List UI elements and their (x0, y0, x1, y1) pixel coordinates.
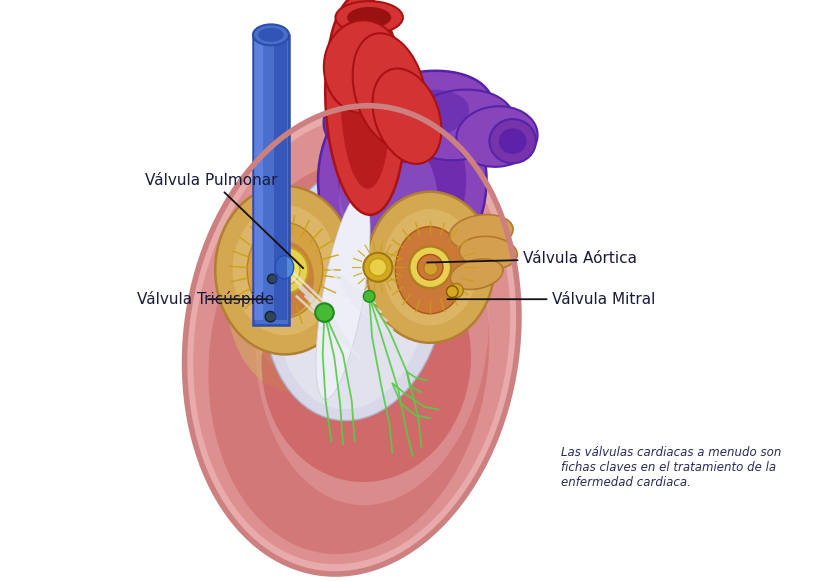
Ellipse shape (344, 71, 493, 162)
Ellipse shape (339, 100, 466, 260)
Ellipse shape (339, 132, 438, 266)
Ellipse shape (395, 227, 465, 314)
Ellipse shape (258, 28, 283, 42)
Ellipse shape (262, 238, 471, 482)
Ellipse shape (489, 119, 536, 163)
Ellipse shape (232, 205, 337, 335)
Ellipse shape (340, 20, 390, 189)
Ellipse shape (255, 157, 489, 505)
Circle shape (364, 253, 392, 282)
Ellipse shape (499, 128, 527, 154)
Ellipse shape (253, 24, 289, 45)
Circle shape (315, 303, 334, 322)
Ellipse shape (263, 166, 446, 421)
Ellipse shape (366, 192, 494, 343)
Circle shape (370, 259, 386, 276)
Bar (254, 41, 263, 320)
Circle shape (270, 255, 300, 285)
Ellipse shape (193, 116, 510, 564)
Circle shape (364, 290, 375, 302)
Ellipse shape (459, 236, 517, 269)
Ellipse shape (325, 177, 442, 381)
Circle shape (262, 247, 308, 293)
Ellipse shape (353, 33, 426, 147)
Ellipse shape (256, 241, 314, 317)
Circle shape (417, 254, 443, 280)
Ellipse shape (230, 245, 293, 313)
Ellipse shape (244, 209, 349, 372)
Ellipse shape (208, 160, 489, 554)
Ellipse shape (247, 223, 323, 318)
Ellipse shape (227, 189, 366, 392)
Ellipse shape (316, 193, 370, 399)
Ellipse shape (276, 184, 428, 409)
Ellipse shape (215, 186, 354, 354)
Text: Válvula Pulmonar: Válvula Pulmonar (145, 173, 303, 268)
Ellipse shape (373, 69, 441, 164)
Ellipse shape (368, 89, 469, 143)
Text: Válvula Mitral: Válvula Mitral (447, 292, 655, 307)
Ellipse shape (275, 256, 293, 279)
Ellipse shape (456, 106, 538, 167)
Ellipse shape (335, 1, 403, 34)
Ellipse shape (240, 283, 312, 339)
Circle shape (410, 246, 451, 288)
Ellipse shape (185, 106, 519, 574)
Circle shape (450, 284, 463, 297)
Ellipse shape (318, 78, 487, 282)
Ellipse shape (383, 209, 478, 325)
Ellipse shape (324, 77, 426, 155)
Ellipse shape (231, 222, 287, 278)
Ellipse shape (451, 259, 503, 289)
Circle shape (424, 261, 438, 275)
Ellipse shape (325, 0, 405, 215)
Text: Válvula Aórtica: Válvula Aórtica (427, 251, 637, 266)
Bar (253, 35, 289, 325)
Bar (274, 41, 287, 320)
Ellipse shape (405, 89, 514, 160)
Text: Válvula Tricúspide: Válvula Tricúspide (137, 291, 274, 307)
Text: Las válvulas cardiacas a menudo son
fichas claves en el tratamiento de la
enferm: Las válvulas cardiacas a menudo son fich… (561, 446, 782, 489)
Circle shape (268, 274, 277, 284)
Ellipse shape (347, 7, 391, 28)
Circle shape (265, 311, 276, 322)
Ellipse shape (324, 20, 403, 113)
Circle shape (446, 286, 458, 297)
Ellipse shape (450, 214, 513, 250)
